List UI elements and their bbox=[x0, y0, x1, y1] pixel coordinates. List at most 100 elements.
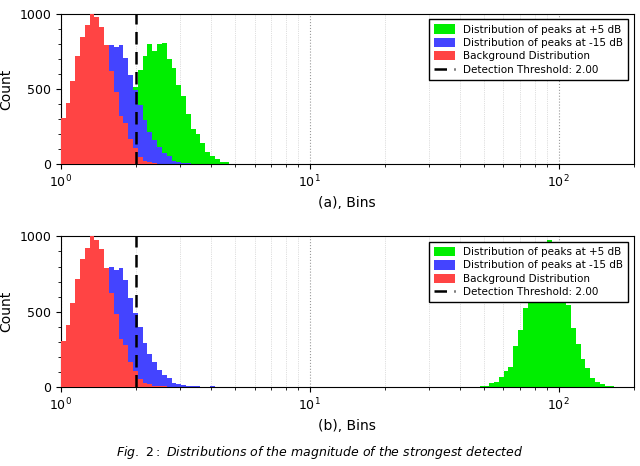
Bar bbox=[76, 56, 80, 164]
Bar bbox=[133, 370, 138, 387]
Bar bbox=[504, 371, 508, 387]
Bar bbox=[177, 162, 181, 164]
Bar bbox=[95, 59, 99, 164]
Bar bbox=[566, 305, 571, 387]
Detection Threshold: 2.00: (2, 0): 2.00: (2, 0) bbox=[132, 162, 140, 167]
Bar bbox=[143, 120, 147, 164]
Bar bbox=[109, 71, 114, 164]
Detection Threshold: 2.00: (2, 1): 2.00: (2, 1) bbox=[132, 384, 140, 390]
Bar bbox=[99, 53, 104, 164]
Bar bbox=[138, 105, 143, 164]
Bar bbox=[128, 97, 133, 164]
Bar bbox=[181, 163, 186, 164]
Bar bbox=[494, 382, 499, 387]
Bar bbox=[600, 384, 605, 387]
Bar bbox=[104, 45, 109, 164]
Bar bbox=[95, 240, 99, 387]
Bar bbox=[109, 293, 114, 387]
Detection Threshold: 2.00: (2, 0): 2.00: (2, 0) bbox=[132, 384, 140, 390]
Bar bbox=[95, 17, 99, 164]
Bar bbox=[109, 45, 114, 164]
Bar bbox=[66, 367, 70, 387]
Bar bbox=[61, 341, 66, 387]
Bar bbox=[542, 245, 547, 387]
Bar bbox=[90, 161, 95, 164]
Bar bbox=[138, 327, 143, 387]
Bar bbox=[124, 115, 128, 164]
Bar bbox=[99, 27, 104, 164]
Bar bbox=[162, 43, 166, 164]
Bar bbox=[99, 249, 104, 387]
Bar bbox=[186, 385, 191, 387]
Bar bbox=[484, 386, 489, 387]
Bar bbox=[124, 123, 128, 164]
Bar bbox=[166, 59, 172, 164]
Bar bbox=[114, 47, 118, 164]
Bar bbox=[499, 377, 504, 387]
X-axis label: (b), Bins: (b), Bins bbox=[318, 418, 376, 432]
Bar bbox=[157, 44, 162, 164]
Bar bbox=[152, 51, 157, 164]
Bar bbox=[124, 345, 128, 387]
Bar bbox=[128, 139, 133, 164]
Bar bbox=[85, 162, 90, 164]
Bar bbox=[152, 386, 157, 387]
Bar bbox=[133, 313, 138, 387]
Bar bbox=[605, 386, 609, 387]
Bar bbox=[80, 37, 85, 164]
Bar bbox=[210, 156, 215, 164]
Bar bbox=[186, 114, 191, 164]
Bar bbox=[76, 121, 80, 164]
Bar bbox=[114, 137, 118, 164]
Bar bbox=[172, 68, 177, 164]
Bar bbox=[181, 96, 186, 164]
Bar bbox=[152, 362, 157, 387]
Bar bbox=[147, 384, 152, 387]
Bar bbox=[561, 280, 566, 387]
Bar bbox=[152, 140, 157, 164]
Bar bbox=[157, 370, 162, 387]
Bar bbox=[220, 162, 225, 164]
Detection Threshold: 2.00: (2, 1): 2.00: (2, 1) bbox=[132, 161, 140, 167]
Bar bbox=[104, 153, 109, 164]
Bar bbox=[143, 343, 147, 387]
Bar bbox=[124, 58, 128, 164]
Bar bbox=[147, 132, 152, 164]
Bar bbox=[61, 118, 66, 164]
Bar bbox=[157, 386, 162, 387]
Bar bbox=[90, 13, 95, 164]
Bar bbox=[76, 343, 80, 387]
Bar bbox=[95, 281, 99, 387]
Bar bbox=[552, 248, 557, 387]
Bar bbox=[70, 303, 76, 387]
Legend: Distribution of peaks at +5 dB, Distribution of peaks at -15 dB, Background Dist: Distribution of peaks at +5 dB, Distribu… bbox=[429, 242, 628, 302]
Bar bbox=[138, 157, 143, 164]
Bar bbox=[80, 110, 85, 164]
Bar bbox=[80, 260, 85, 387]
Bar bbox=[147, 355, 152, 387]
Bar bbox=[518, 330, 523, 387]
Bar bbox=[138, 379, 143, 387]
Bar bbox=[138, 69, 143, 164]
Bar bbox=[99, 275, 104, 387]
Bar bbox=[61, 150, 66, 164]
Bar bbox=[162, 152, 166, 164]
Bar bbox=[225, 162, 229, 164]
Bar bbox=[124, 280, 128, 387]
Bar bbox=[143, 56, 147, 164]
Bar bbox=[513, 346, 518, 387]
Y-axis label: Count: Count bbox=[0, 291, 13, 332]
Bar bbox=[166, 378, 172, 387]
Bar bbox=[166, 156, 172, 164]
Bar bbox=[128, 75, 133, 164]
Bar bbox=[85, 26, 90, 164]
Bar bbox=[90, 235, 95, 387]
Bar bbox=[118, 338, 124, 387]
Bar bbox=[143, 384, 147, 387]
Bar bbox=[80, 332, 85, 387]
Text: $\it{Fig.\ 2:\ Distributions\ of\ the\ magnitude\ of\ the\ strongest\ detected}$: $\it{Fig.\ 2:\ Distributions\ of\ the\ m… bbox=[116, 445, 524, 461]
Bar bbox=[109, 144, 114, 164]
Bar bbox=[104, 268, 109, 387]
Bar bbox=[128, 362, 133, 387]
Bar bbox=[118, 45, 124, 164]
